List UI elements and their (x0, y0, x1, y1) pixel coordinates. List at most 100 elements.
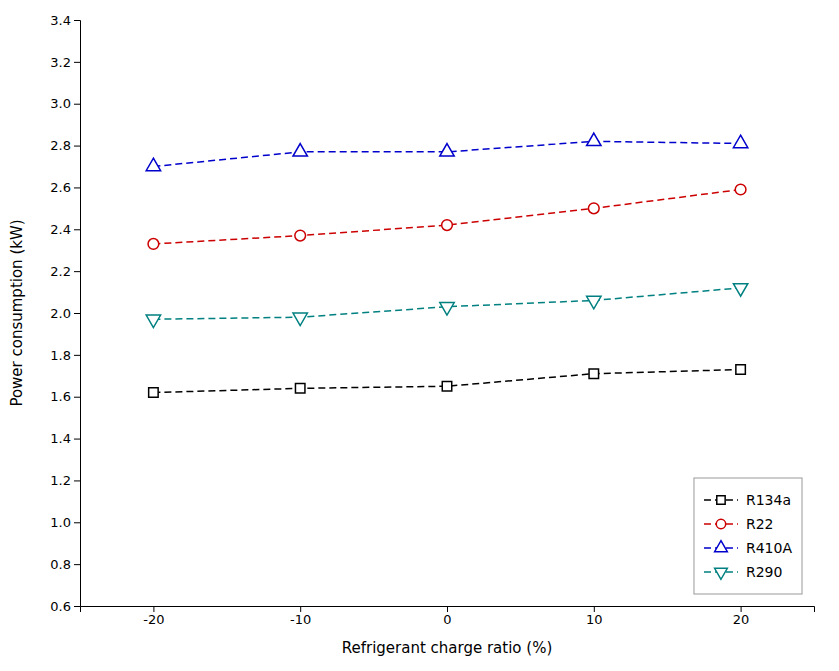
marker (148, 239, 159, 250)
tick-mark (74, 522, 80, 523)
x-axis-title: Refrigerant charge ratio (%) (342, 639, 553, 657)
tick: -20 (143, 606, 164, 627)
tick-mark (594, 606, 595, 612)
tick: 3.2 (50, 55, 80, 70)
tick-label: 0 (443, 612, 451, 627)
tick-label: 3.4 (50, 13, 71, 28)
tick-mark (74, 313, 80, 314)
tick: 1.6 (50, 389, 80, 404)
marker (149, 388, 158, 397)
y-axis: 0.6 0.8 1.0 1.2 1.4 1.6 1.8 2.0 2.2 2.4 2.6 2.8 3.0 3… (50, 13, 80, 614)
chart: -20 -10 0 10 20 0.6 0.8 1.0 1.2 1.4 1.6 1.8 2.0 2.2 2.… (0, 0, 839, 671)
tick: 0 (443, 606, 451, 627)
tick: 3.0 (50, 96, 80, 111)
tick-label: 1.8 (50, 348, 71, 363)
tick: 2.0 (50, 306, 80, 321)
tick-mark (300, 606, 301, 612)
tick-label: 3.0 (50, 96, 71, 111)
legend-label: R290 (746, 564, 782, 580)
marker (293, 313, 307, 325)
series (149, 365, 746, 398)
tick-label: -20 (143, 612, 164, 627)
line (153, 288, 740, 319)
axis-domain (81, 607, 815, 613)
tick-mark (741, 606, 742, 612)
tick-label: 2.0 (50, 306, 71, 321)
tick-mark (74, 62, 80, 63)
tick-mark (74, 480, 80, 481)
tick-label: 10 (586, 612, 603, 627)
tick: 1.4 (50, 431, 80, 446)
tick-mark (447, 606, 448, 612)
series-layer (146, 133, 748, 397)
marker (440, 303, 454, 315)
tick: -10 (290, 606, 311, 627)
tick-label: 0.6 (50, 599, 71, 614)
legend-symbol (715, 568, 728, 579)
tick-mark (74, 20, 80, 21)
tick: 1.8 (50, 348, 80, 363)
tick-mark (74, 397, 80, 398)
legend-box (694, 478, 802, 594)
marker (589, 369, 598, 378)
marker (733, 135, 747, 147)
tick-mark (74, 439, 80, 440)
legend-label: R410A (746, 540, 792, 556)
y-axis-title: Power consumption (kW) (8, 219, 26, 406)
marker (587, 133, 601, 145)
marker (735, 184, 746, 195)
tick-label: 2.2 (50, 264, 71, 279)
tick: 2.6 (50, 180, 80, 195)
marker (442, 220, 453, 231)
legend-label: R22 (746, 516, 774, 532)
legend-item: R134a (704, 492, 791, 508)
tick-label: 2.4 (50, 222, 71, 237)
tick-label: 1.0 (50, 515, 71, 530)
tick-label: 1.4 (50, 431, 71, 446)
legend: R134a R22 R410A R290 (694, 478, 802, 594)
tick-label: 2.8 (50, 138, 71, 153)
series (146, 284, 748, 328)
tick-label: 2.6 (50, 180, 71, 195)
marker (587, 296, 601, 308)
marker (146, 315, 160, 327)
legend-symbol (716, 519, 725, 528)
legend-item: R290 (704, 564, 782, 580)
marker (295, 230, 306, 241)
tick-mark (74, 271, 80, 272)
legend-item: R22 (704, 516, 774, 532)
tick-mark (74, 229, 80, 230)
tick-mark (74, 355, 80, 356)
line (153, 370, 740, 393)
marker (293, 144, 307, 156)
tick-mark (74, 146, 80, 147)
tick: 20 (733, 606, 750, 627)
series (146, 133, 748, 171)
legend-symbol (715, 541, 728, 552)
marker (736, 365, 745, 374)
series (148, 184, 746, 249)
tick-mark (153, 606, 154, 612)
legend-label: R134a (746, 492, 791, 508)
legend-symbol (717, 496, 725, 504)
tick: 1.0 (50, 515, 80, 530)
line (153, 190, 740, 244)
tick-label: 0.8 (50, 557, 71, 572)
tick-label: 1.2 (50, 473, 71, 488)
axis-domain (74, 21, 81, 607)
marker (295, 384, 304, 393)
marker (146, 158, 160, 170)
tick-label: -10 (290, 612, 311, 627)
tick-mark (74, 187, 80, 188)
tick-label: 20 (733, 612, 750, 627)
tick-label: 3.2 (50, 55, 71, 70)
line (153, 141, 740, 166)
tick: 2.8 (50, 138, 80, 153)
marker (588, 203, 599, 214)
tick: 2.2 (50, 264, 80, 279)
plot: -20 -10 0 10 20 0.6 0.8 1.0 1.2 1.4 1.6 1.8 2.0 2.2 2.… (50, 13, 814, 628)
marker (733, 284, 747, 296)
tick: 0.8 (50, 557, 80, 572)
tick-label: 1.6 (50, 389, 71, 404)
tick: 10 (586, 606, 603, 627)
